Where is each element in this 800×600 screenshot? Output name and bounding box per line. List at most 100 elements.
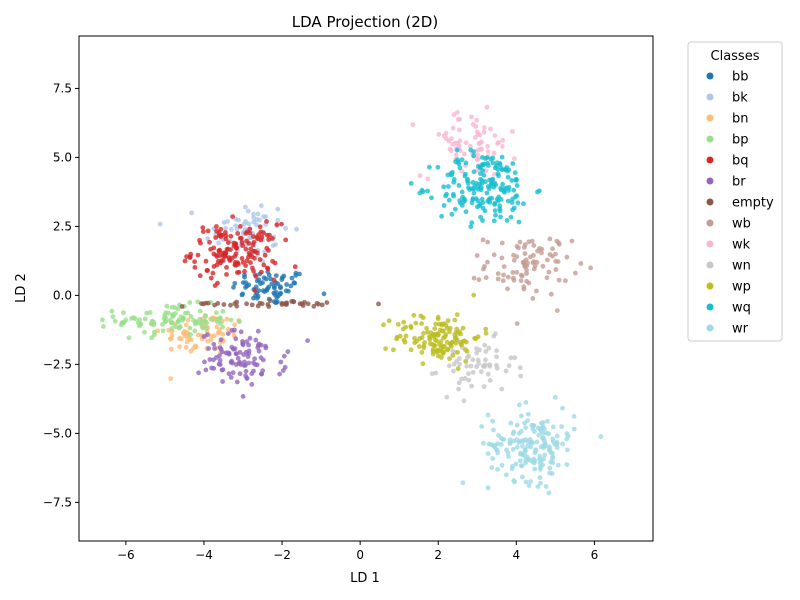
point-wr [508,420,514,426]
point-wq [451,193,456,199]
point-wp [411,312,417,318]
point-br [229,358,235,364]
point-bb [288,283,294,289]
point-wn [485,371,491,377]
point-wk [474,157,480,163]
point-bp [160,328,166,334]
point-br [233,362,239,367]
point-wb [522,251,528,256]
point-bp [168,320,174,326]
point-wk [496,140,501,145]
point-bn [169,332,175,338]
point-bq [259,269,264,275]
point-bp [203,326,209,331]
legend-title: Classes [711,49,760,64]
legend-label-empty: empty [732,196,774,211]
point-br [229,327,235,333]
point-wn [464,363,470,369]
point-bp [188,314,194,319]
point-bp [149,335,155,341]
point-bp [142,329,147,335]
point-wr [598,434,604,439]
point-wr [564,462,570,467]
point-wq [504,218,510,223]
point-bp [137,317,142,323]
point-wn [506,363,512,369]
point-br [249,382,255,387]
point-bp [220,309,226,314]
point-bq [208,275,214,281]
point-wb [534,288,539,294]
legend-label-bb: bb [732,70,749,85]
point-wb [514,321,520,326]
point-bn [184,334,190,340]
point-wn [474,346,479,351]
point-wq [454,147,460,153]
point-bk [263,214,269,220]
point-bn [224,316,230,322]
point-wq [449,172,454,178]
point-bp [197,316,203,322]
point-wb [526,280,532,286]
point-wb [485,259,490,265]
point-wq [499,166,504,171]
point-wp [383,346,388,351]
point-bq [197,273,203,279]
point-wr [542,452,548,458]
point-empty [311,303,317,309]
point-wn [469,383,474,389]
point-wp [458,331,463,337]
point-wq [429,195,434,201]
point-wq [495,166,501,172]
point-wk [455,117,461,122]
point-wq [457,165,463,171]
point-bk [294,226,299,232]
point-bp [123,317,129,323]
point-wn [503,368,509,374]
point-wn [459,376,465,382]
point-bq [233,241,239,247]
point-br [243,368,249,374]
point-wr [523,437,529,443]
point-wr [518,438,523,444]
point-wp [418,313,424,319]
point-bk [255,211,261,217]
point-wq [461,196,467,202]
point-wq [475,204,480,210]
point-wr [541,456,546,462]
point-bk [233,223,239,229]
point-wq [481,172,487,178]
point-wq [510,196,515,202]
point-wn [486,345,492,351]
point-wp [447,356,452,362]
point-bk [205,236,211,242]
point-br [240,394,246,399]
point-bq [259,234,265,240]
point-wk [459,168,465,174]
point-wr [559,424,564,429]
point-wr [525,418,530,423]
point-wp [445,318,451,324]
point-wp [452,317,458,323]
point-wr [565,433,571,439]
point-bn [211,333,217,339]
y-tick-label: 7.5 [53,81,72,95]
point-bq [292,264,298,270]
point-wb [554,238,560,244]
point-wk [450,125,456,131]
point-wq [451,179,457,185]
point-bq [243,231,249,236]
point-wp [454,312,460,317]
point-bn [232,322,238,328]
point-wr [530,440,535,446]
point-wk [454,110,460,115]
point-bb [264,287,270,293]
point-bq [207,239,212,245]
point-wn [481,384,487,389]
point-wr [530,426,536,432]
point-bq [216,248,222,254]
point-wr [485,485,491,491]
point-bn [225,326,231,332]
point-bp [119,320,125,326]
point-bp [161,316,167,321]
